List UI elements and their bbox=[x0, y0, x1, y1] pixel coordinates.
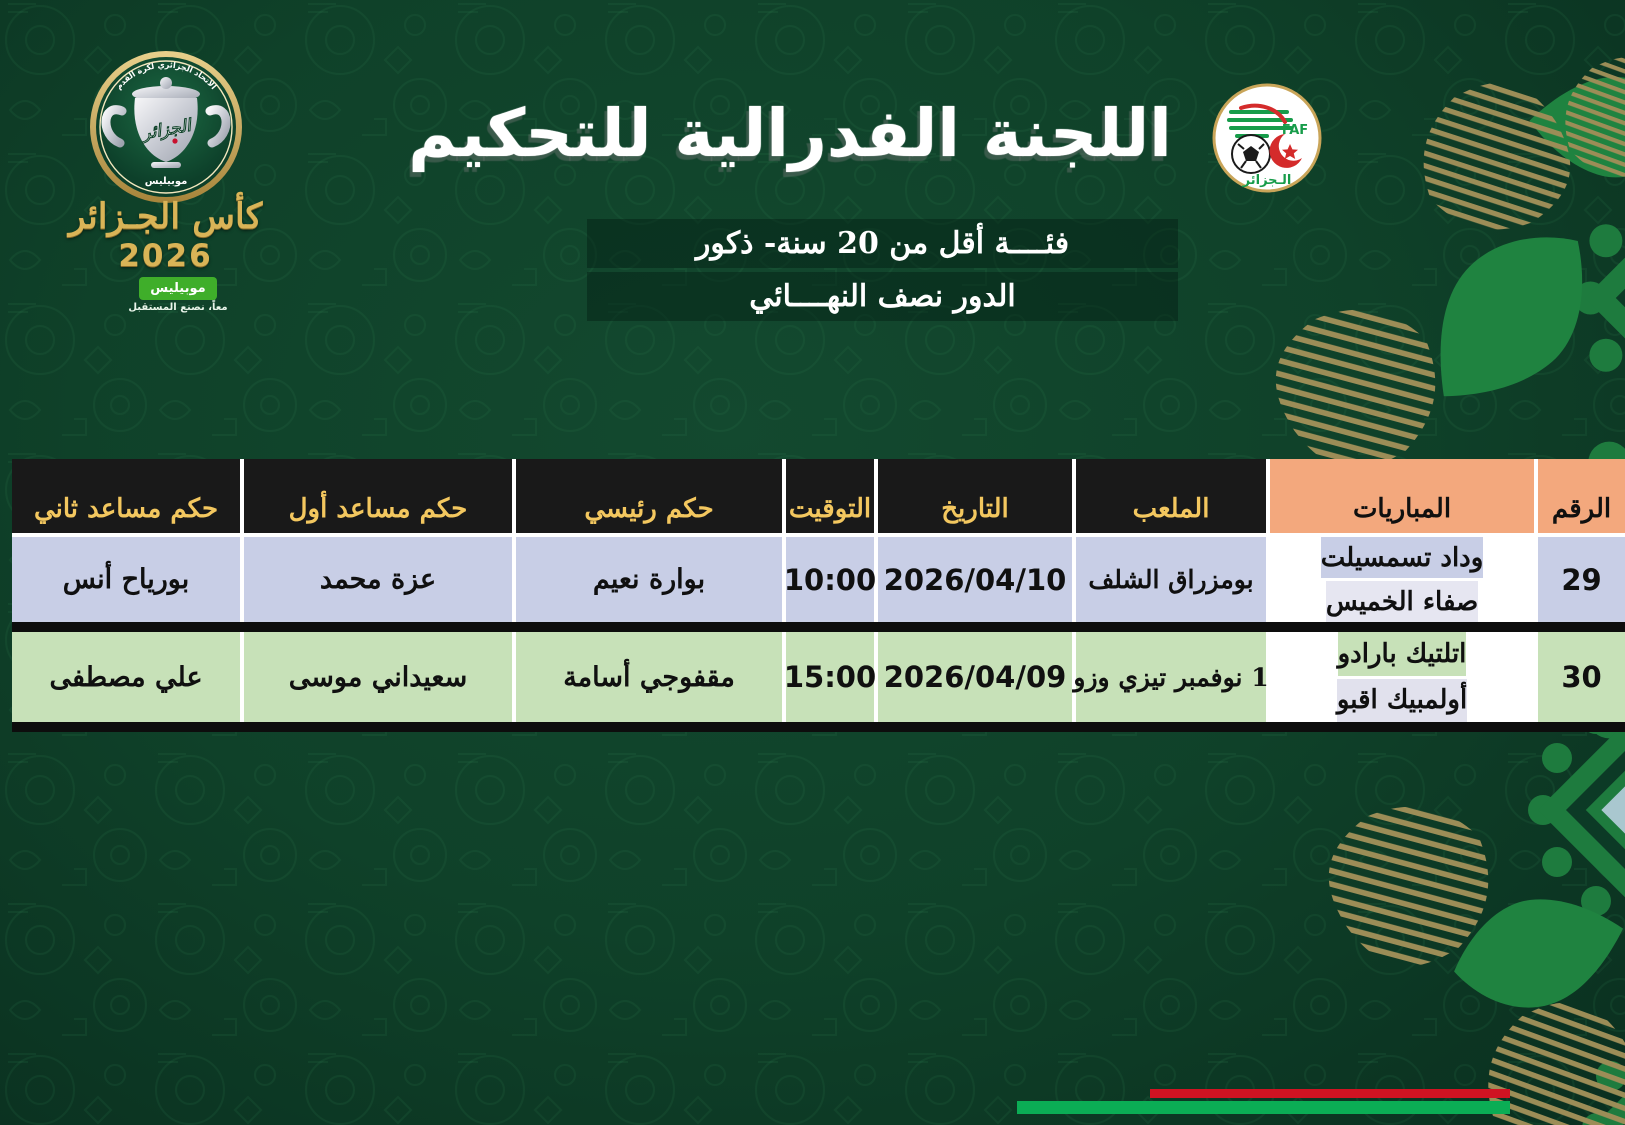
header-referee: حكم رئيسي bbox=[516, 459, 782, 533]
header-matches: المباريات bbox=[1270, 459, 1534, 533]
cell-matches: وداد تسمسيلت صفاء الخميس bbox=[1270, 537, 1534, 622]
header-date: التاريخ bbox=[878, 459, 1072, 533]
competition-name: كأس الجـزائر bbox=[68, 196, 263, 237]
cell-assistant2: علي مصطفى bbox=[12, 632, 240, 722]
cell-date: 2026/04/09 bbox=[878, 632, 1072, 722]
cell-assistant1: عزة محمد bbox=[244, 537, 512, 622]
cell-time: 15:00 bbox=[784, 632, 876, 722]
bottom-green-bar bbox=[1017, 1101, 1510, 1114]
header-time: التوقيت bbox=[786, 459, 874, 533]
cell-referee: مقفوجي أسامة bbox=[516, 632, 782, 722]
table-bottom-border bbox=[12, 722, 1625, 732]
cell-assistant1: سعيداني موسى bbox=[244, 632, 512, 722]
sponsor-tagline: معاً، نصنع المستقبل bbox=[128, 302, 228, 313]
header-assistant2: حكم مساعد ثاني bbox=[12, 459, 240, 533]
cup-sponsor-text: موبيليس bbox=[145, 176, 188, 187]
cup-badge-logo: الاتحاد الجزائري لكرة القدم الجزائر موبي… bbox=[90, 51, 242, 203]
cell-date: 2026/04/10 bbox=[878, 537, 1072, 622]
header-assistant1: حكم مساعد أول bbox=[244, 459, 512, 533]
bottom-red-bar bbox=[1150, 1089, 1510, 1098]
table-row-29: 29 وداد تسمسيلت صفاء الخميس بومزراق الشل… bbox=[12, 537, 1625, 622]
team-away: صفاء الخميس bbox=[1325, 581, 1479, 622]
cell-assistant2: بورياح أنس bbox=[12, 537, 240, 622]
cell-number: 29 bbox=[1538, 537, 1625, 622]
table-row-30: 30 اتلتيك بارادو أولمبيك اقبو 1 نوفمبر ت… bbox=[12, 632, 1625, 722]
team-away: أولمبيك اقبو bbox=[1336, 678, 1468, 722]
team-home: وداد تسمسيلت bbox=[1320, 537, 1484, 578]
header-stadium: الملعب bbox=[1076, 459, 1266, 533]
referees-table: الرقم المباريات الملعب التاريخ التوقيت ح… bbox=[12, 459, 1625, 732]
cell-matches: اتلتيك بارادو أولمبيك اقبو bbox=[1270, 632, 1534, 722]
competition-year: 2026 bbox=[118, 238, 213, 274]
faf-country-text: الـجزائر bbox=[1242, 173, 1292, 188]
cell-referee: بوارة نعيم bbox=[516, 537, 782, 622]
cell-time: 10:00 bbox=[784, 537, 876, 622]
table-header-row: الرقم المباريات الملعب التاريخ التوقيت ح… bbox=[12, 459, 1625, 533]
faf-logo: FAF الـجزائر bbox=[1212, 83, 1322, 193]
round-banner: الدور نصف النهــــائي bbox=[587, 272, 1178, 321]
cell-stadium: بومزراق الشلف bbox=[1076, 537, 1266, 622]
sponsor-pill: موبيليس bbox=[139, 277, 217, 300]
category-banner: فئــــة أقل من 20 سنة- ذكور bbox=[587, 219, 1178, 268]
cell-number: 30 bbox=[1538, 632, 1625, 722]
page-title: اللجنة الفدرالية للتحكيم bbox=[408, 95, 1172, 172]
faf-acronym: FAF bbox=[1282, 123, 1308, 138]
soccer-ball-icon bbox=[1231, 134, 1271, 174]
header-number: الرقم bbox=[1538, 459, 1625, 533]
row-separator bbox=[12, 622, 1625, 632]
cell-stadium: 1 نوفمبر تيزي وزو bbox=[1073, 632, 1269, 722]
team-home: اتلتيك بارادو bbox=[1337, 632, 1467, 676]
